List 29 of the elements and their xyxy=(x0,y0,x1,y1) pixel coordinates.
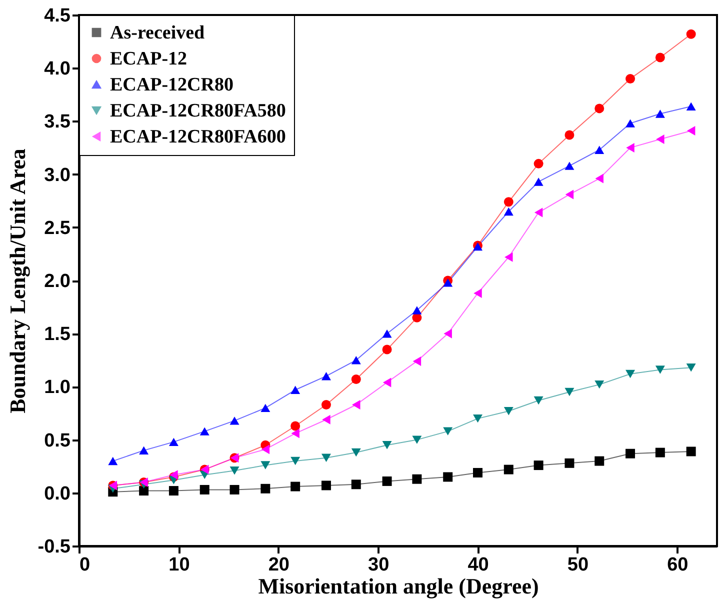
y-tick-label: 1.5 xyxy=(44,324,71,346)
point xyxy=(626,119,636,128)
y-tick-label: 2.5 xyxy=(44,218,71,239)
legend-label: ECAP-12 xyxy=(110,48,188,70)
point xyxy=(626,74,636,84)
y-tick-label: -0.5 xyxy=(38,536,71,558)
x-tick-label: 0 xyxy=(80,554,90,576)
point xyxy=(626,448,636,458)
y-tick-label: 0.5 xyxy=(44,430,71,452)
y-tick-label: 4.5 xyxy=(44,6,71,26)
x-axis-title: Misorientation angle (Degree) xyxy=(258,574,539,598)
y-tick-label: 3.5 xyxy=(44,112,71,133)
y-axis-title: Boundary Length/Unit Area xyxy=(4,148,30,414)
x-tick-label: 50 xyxy=(567,554,589,576)
y-tick-label: 4.0 xyxy=(44,58,70,80)
y-tick-label: 0.0 xyxy=(44,483,70,504)
x-tick-label: 30 xyxy=(368,554,390,576)
x-tick-label: 20 xyxy=(268,554,290,576)
y-tick-label: 3.0 xyxy=(44,164,70,186)
legend-label: As-received xyxy=(110,22,206,44)
point xyxy=(626,370,636,378)
legend-label: ECAP-12CR80FA580 xyxy=(110,100,286,122)
legend-label: ECAP-12CR80FA600 xyxy=(110,126,286,148)
legend-label: ECAP-12CR80 xyxy=(110,74,234,96)
y-tick-label: 2.0 xyxy=(44,271,70,292)
x-tick-label: 60 xyxy=(667,554,688,576)
x-tick-label: 40 xyxy=(468,554,489,576)
y-tick-label: 1.0 xyxy=(44,377,70,398)
x-tick-label: 10 xyxy=(168,554,190,576)
